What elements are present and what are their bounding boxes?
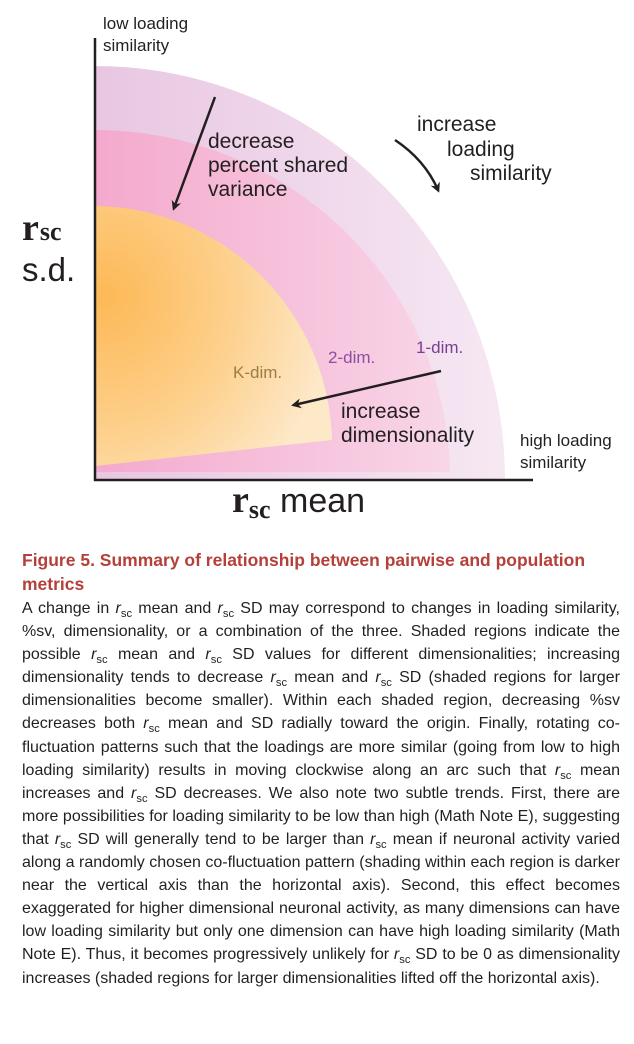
annotation-dimensionality: increase dimensionality xyxy=(291,369,475,447)
svg-text:percent shared: percent shared xyxy=(208,154,348,177)
svg-text:similarity: similarity xyxy=(103,36,170,55)
x-axis-label: rsc mean xyxy=(232,479,365,524)
svg-text:loading: loading xyxy=(447,138,515,161)
arrow-shared-variance xyxy=(171,96,217,211)
annotation-loading-similarity: increase loading similarity xyxy=(394,113,552,193)
svg-text:decrease: decrease xyxy=(208,130,294,153)
label-2dim: 2-dim. xyxy=(328,348,375,367)
annotation-shared-variance: decrease percent shared variance xyxy=(171,96,348,211)
arrow-dimensionality xyxy=(291,369,442,409)
svg-text:dimensionality: dimensionality xyxy=(341,424,475,447)
arrow-loading-similarity xyxy=(394,138,440,193)
svg-text:high loading: high loading xyxy=(520,431,612,450)
svg-text:similarity: similarity xyxy=(520,453,587,472)
figure-caption: Figure 5. Summary of relationship betwee… xyxy=(22,548,620,990)
high-loading-similarity-label: high loading similarity xyxy=(520,431,612,472)
svg-text:variance: variance xyxy=(208,178,287,201)
svg-text:rsc: rsc xyxy=(22,207,62,249)
label-kdim: K-dim. xyxy=(233,363,282,382)
svg-text:rsc mean: rsc mean xyxy=(232,479,365,524)
svg-text:low loading: low loading xyxy=(103,14,188,33)
svg-text:increase: increase xyxy=(341,400,420,423)
svg-text:s.d.: s.d. xyxy=(22,251,75,288)
region-kdim xyxy=(95,206,332,466)
y-axis-label: rsc s.d. xyxy=(22,207,75,288)
caption-paragraph: A change in rsc mean and rsc SD may corr… xyxy=(22,600,621,987)
svg-text:increase: increase xyxy=(417,113,496,136)
label-1dim: 1-dim. xyxy=(416,338,463,357)
svg-text:similarity: similarity xyxy=(470,162,552,185)
caption-title: Figure 5. Summary of relationship betwee… xyxy=(22,550,586,594)
caption-body: A change in rsc mean and rsc SD may corr… xyxy=(22,597,620,990)
low-loading-similarity-label: low loading similarity xyxy=(103,14,188,55)
figure-5-diagram: low loading similarity high loading simi… xyxy=(22,14,612,524)
